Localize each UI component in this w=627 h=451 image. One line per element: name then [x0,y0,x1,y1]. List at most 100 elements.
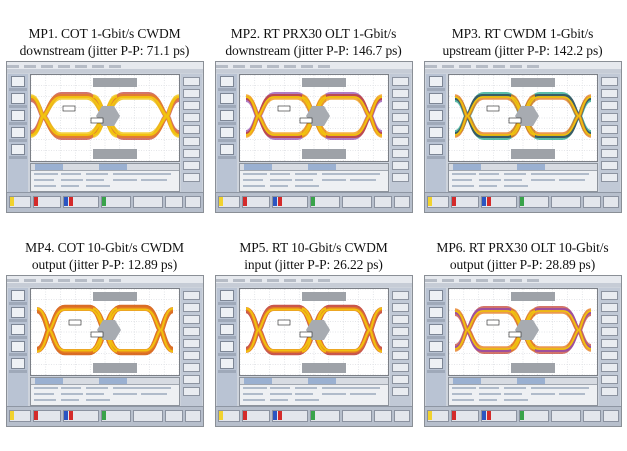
eye-mask-bottom [511,363,555,373]
scope-measurement-value [61,185,79,187]
scope-side-button [601,327,618,336]
scope-measurement-value [559,393,585,395]
scope-channel-button [11,341,25,352]
scope-channel-label [9,122,27,125]
eye-mask-bottom [302,149,346,159]
scope-measurement-value [141,393,167,395]
scope-side-button [183,303,200,312]
caption-line-1: MP1. COT 1-Gbit/s CWDM [28,26,181,41]
scope-menu-item [476,64,488,68]
scope-side-button [183,89,200,98]
scope-toolbar [216,69,412,73]
scope-side-button [183,101,200,110]
scope-channel-chip [520,411,524,420]
scope-status-cell [519,410,549,422]
scope-menu-item [510,64,522,68]
scope-menu-item [442,278,454,282]
scope-side-button [392,291,409,300]
scope-measurement-value [61,387,81,389]
scope-channel-chip [482,411,486,420]
eye-diagram-display [448,288,598,376]
scope-channel-button [220,110,234,121]
caption-line-2: downstream (jitter P-P: 146.7 ps) [225,43,402,58]
scope-measurement-value [559,387,589,389]
scope-side-button [601,125,618,134]
scope-channel-label [218,302,236,305]
caption-line-1: MP6. RT PRX30 OLT 10-Gbit/s [436,240,609,255]
scope-menu-item [58,64,70,68]
scope-channel-button [429,341,443,352]
scope-channel-label [9,370,27,373]
scope-status-cell [9,410,31,422]
scope-left-panel [8,288,28,406]
scope-channel-button [11,127,25,138]
scope-channel-button [220,324,234,335]
eye-trace [31,94,179,138]
scope-side-button [183,315,200,324]
scope-measurement-value [243,399,265,401]
measurement-marker [486,319,500,326]
eye-diagram-display [239,74,389,162]
scope-status-cell [101,196,131,208]
scope-measurement-value [479,179,501,181]
scope-menu-item [7,64,19,68]
scope-side-button [601,77,618,86]
scope-measurement-value [479,393,501,395]
caption-line-2: downstream (jitter P-P: 71.1 ps) [19,43,190,58]
scope-tab-row [240,164,388,171]
scope-channel-label [427,105,445,108]
scope-channel-chip [64,197,68,206]
scope-measurement-box [448,377,598,406]
scope-channel-label [427,139,445,142]
scope-measurement-value [86,185,110,187]
scope-side-button [392,387,409,396]
oscilloscope-screenshot [215,275,413,427]
scope-channel-chip [428,197,432,206]
scope-menu-item [216,278,228,282]
scope-side-button [392,101,409,110]
scope-measurement-value [531,179,555,181]
scope-side-button [601,303,618,312]
scope-measurement-value [113,173,141,175]
measurement-marker [508,331,522,338]
scope-status-cell [33,196,61,208]
scope-measurement-value [479,399,497,401]
scope-status-cell [165,196,183,208]
scope-status-cell [603,196,619,208]
scope-channel-label [9,336,27,339]
scope-measurement-value [479,173,499,175]
eye-trace [245,307,383,353]
scope-measurement-value [452,179,472,181]
scope-status-cell [551,196,581,208]
scope-measurement-value [243,185,265,187]
scope-channel-label [427,302,445,305]
scope-menu-item [284,278,296,282]
scope-measurement-value [270,399,288,401]
scope-measurement-value [350,387,380,389]
scope-channel-chip [64,411,68,420]
scope-measurement-value [295,387,317,389]
scope-channel-chip [452,197,456,206]
scope-right-panel [599,288,620,406]
caption-line-2: input (jitter P-P: 26.22 ps) [244,257,383,272]
measurement-marker [62,105,76,112]
scope-channel-label [218,105,236,108]
scope-channel-button [220,76,234,87]
scope-menu-item [250,278,262,282]
scope-side-button [183,375,200,384]
scope-channel-button [429,76,443,87]
scope-menu-item [527,64,539,68]
scope-menu-item [425,278,437,282]
caption-line-2: upstream (jitter P-P: 142.2 ps) [442,43,603,58]
scope-measurement-value [531,173,559,175]
scope-status-cell [342,410,372,422]
scope-side-button [601,149,618,158]
scope-status-cell [603,410,619,422]
scope-channel-label [9,319,27,322]
scope-toolbar [425,283,621,287]
scope-status-cell [133,410,163,422]
scope-left-panel [426,74,446,192]
scope-tab-row [240,378,388,385]
scope-menu-item [267,64,279,68]
scope-measurement-value [141,179,167,181]
